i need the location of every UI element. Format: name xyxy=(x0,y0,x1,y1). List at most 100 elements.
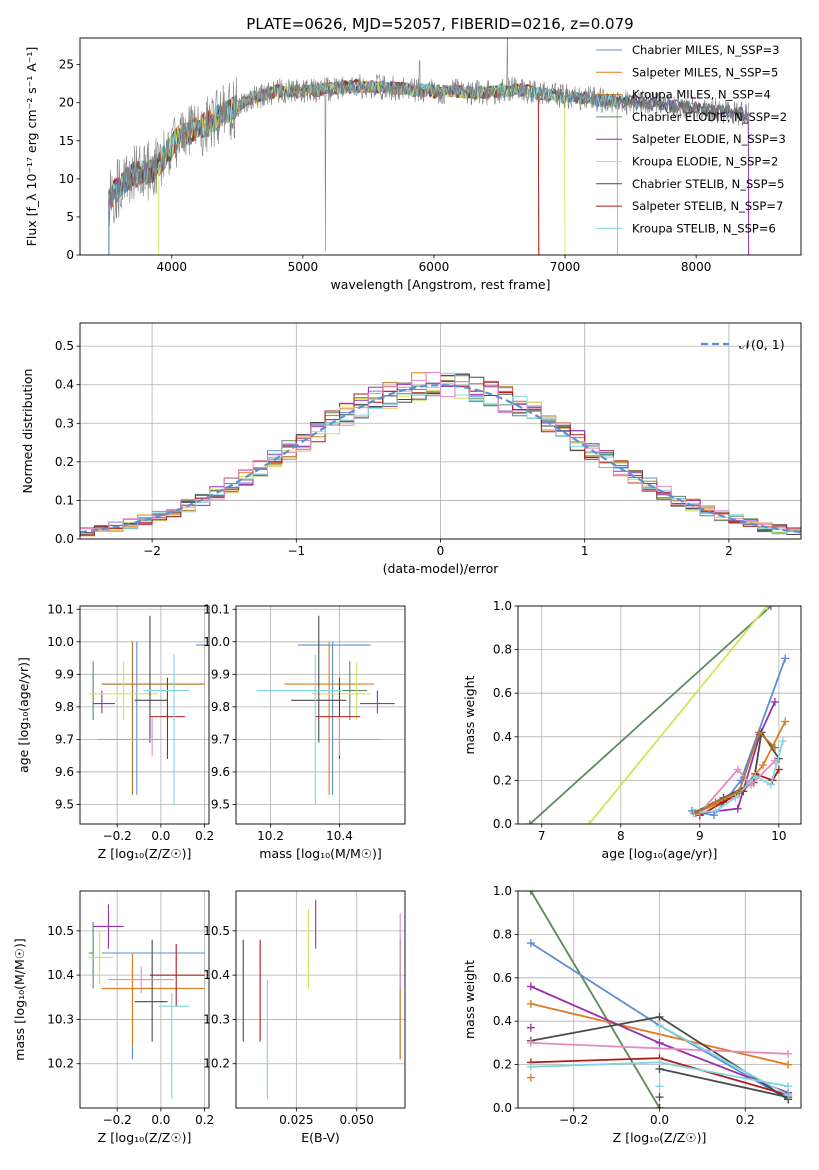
data-point-marker xyxy=(755,728,764,737)
plot-area xyxy=(88,904,205,1100)
y-tick-label: 9.9 xyxy=(55,667,74,681)
legend-label: Salpeter ELODIE, N_SSP=3 xyxy=(632,132,786,146)
x-tick-label: 0.2 xyxy=(195,829,214,843)
x-tick-label: 0.2 xyxy=(195,1113,214,1127)
data-point-marker xyxy=(710,811,719,820)
mass-weight-line xyxy=(530,1042,789,1055)
y-tick-label: 10.2 xyxy=(47,1057,74,1071)
data-point-marker xyxy=(655,1093,664,1102)
data-point-marker xyxy=(711,798,720,807)
y-axis-label: mass weight xyxy=(462,960,477,1039)
x-tick-label: 8000 xyxy=(681,260,712,274)
data-point-marker xyxy=(751,772,760,781)
mass-weight-line xyxy=(530,1002,789,1066)
x-tick-label: 7000 xyxy=(550,260,581,274)
legend-label: Salpeter STELIB, N_SSP=7 xyxy=(632,199,783,213)
y-tick-label: 0.1 xyxy=(55,493,74,507)
x-axis-label: Z [log₁₀(Z/Z☉)] xyxy=(613,1130,707,1145)
y-tick-label: 10.5 xyxy=(203,924,230,938)
mass-weight-line xyxy=(693,729,780,814)
data-point-marker xyxy=(733,804,742,813)
mass-vs-ebv-panel: 0.025 0.050 10.2 10.3 10.4 10.5 E(B-V) xyxy=(203,890,406,1145)
y-tick-label: 0.4 xyxy=(493,730,512,744)
x-tick-label: 0.025 xyxy=(279,1113,313,1127)
data-point-marker xyxy=(774,765,783,774)
data-point-marker xyxy=(655,1104,664,1108)
y-tick-label: 0.4 xyxy=(493,1014,512,1028)
data-point-marker xyxy=(711,806,720,815)
x-axis-label: mass [log₁₀(M/M☉)] xyxy=(259,846,381,861)
y-tick-label: 5 xyxy=(66,210,74,224)
data-point-marker xyxy=(766,606,775,610)
legend-label: Chabrier ELODIE, N_SSP=2 xyxy=(632,110,787,124)
legend-label: Chabrier MILES, N_SSP=3 xyxy=(632,43,779,57)
legend-label: 𝒩(0, 1) xyxy=(739,337,785,352)
x-tick-label: 10.4 xyxy=(326,829,353,843)
y-axis-label: mass weight xyxy=(462,675,477,754)
x-tick-label: 9 xyxy=(696,829,704,843)
y-tick-label: 9.7 xyxy=(211,732,230,746)
y-tick-label: 10.3 xyxy=(47,1012,74,1026)
x-tick-label: 2 xyxy=(725,544,733,558)
mass-weight-line xyxy=(529,606,772,824)
data-point-marker xyxy=(784,1090,793,1099)
spectrum-panel: 4000 5000 6000 7000 8000 0 5 10 15 20 25 wavelength… xyxy=(24,37,802,292)
data-point-marker xyxy=(526,939,535,948)
age-vs-mass-panel: 10.2 10.4 9.5 9.6 9.7 9.8 9.9 10.0 10.1 mass [log… xyxy=(203,602,406,861)
model-spectrum-line xyxy=(108,78,540,255)
axes-frame xyxy=(79,322,802,540)
mass-weight-line xyxy=(659,1024,789,1096)
y-tick-label: 9.7 xyxy=(55,732,74,746)
legend-label: Salpeter MILES, N_SSP=5 xyxy=(632,65,778,79)
data-point-marker xyxy=(655,1064,664,1073)
y-tick-label: 15 xyxy=(59,134,74,148)
plot-area xyxy=(80,372,801,537)
data-point-marker xyxy=(731,793,740,802)
weight-vs-age-panel: 7 8 9 10 0.0 0.2 0.4 0.6 0.8 1.0 age [log₁₀(age/yr… xyxy=(462,599,802,861)
y-tick-label: 0.0 xyxy=(55,532,74,546)
x-tick-label: −1 xyxy=(287,544,305,558)
data-point-marker xyxy=(778,737,787,746)
y-tick-label: 10 xyxy=(59,172,74,186)
legend-label: Kroupa MILES, N_SSP=4 xyxy=(632,88,771,102)
data-point-marker xyxy=(759,761,768,770)
data-point-marker xyxy=(585,820,594,824)
y-axis-label: Normed distribution xyxy=(20,369,35,494)
x-tick-label: −0.2 xyxy=(103,1113,132,1127)
x-tick-label: 0 xyxy=(437,544,445,558)
data-point-marker xyxy=(766,780,775,789)
data-point-marker xyxy=(784,1082,793,1091)
data-point-marker xyxy=(526,891,535,895)
y-tick-label: 9.6 xyxy=(211,765,230,779)
data-point-marker xyxy=(784,1060,793,1069)
figure-title: PLATE=0626, MJD=52057, FIBERID=0216, z=0… xyxy=(246,15,633,33)
x-axis-label: E(B-V) xyxy=(301,1130,340,1145)
data-point-marker xyxy=(526,1073,535,1082)
x-tick-label: 7 xyxy=(538,829,546,843)
mass-weight-line xyxy=(588,606,768,824)
y-tick-label: 0.6 xyxy=(493,971,512,985)
x-axis-label: wavelength [Angstrom, rest frame] xyxy=(330,277,550,292)
observed-spectrum-line xyxy=(108,38,749,252)
data-point-marker xyxy=(747,780,756,789)
y-tick-label: 9.8 xyxy=(55,700,74,714)
y-tick-label: 10.1 xyxy=(203,602,230,616)
y-tick-label: 10.5 xyxy=(47,924,74,938)
y-tick-label: 10.3 xyxy=(203,1012,230,1026)
x-tick-label: 8 xyxy=(617,829,625,843)
x-tick-label: 10.2 xyxy=(257,829,284,843)
x-tick-label: 5000 xyxy=(288,260,319,274)
axes-frame xyxy=(79,37,802,256)
legend-label: Chabrier STELIB, N_SSP=5 xyxy=(632,177,784,191)
y-tick-label: 25 xyxy=(59,58,74,72)
y-tick-label: 0.0 xyxy=(493,817,512,831)
x-tick-label: −2 xyxy=(143,544,161,558)
y-tick-label: 10.0 xyxy=(47,635,74,649)
x-tick-label: 4000 xyxy=(156,260,187,274)
legend-label: Kroupa STELIB, N_SSP=6 xyxy=(632,221,776,235)
y-tick-label: 0.8 xyxy=(493,643,512,657)
model-spectrum-line xyxy=(108,79,618,255)
x-tick-label: 0.2 xyxy=(736,1113,755,1127)
y-tick-label: 1.0 xyxy=(493,599,512,613)
